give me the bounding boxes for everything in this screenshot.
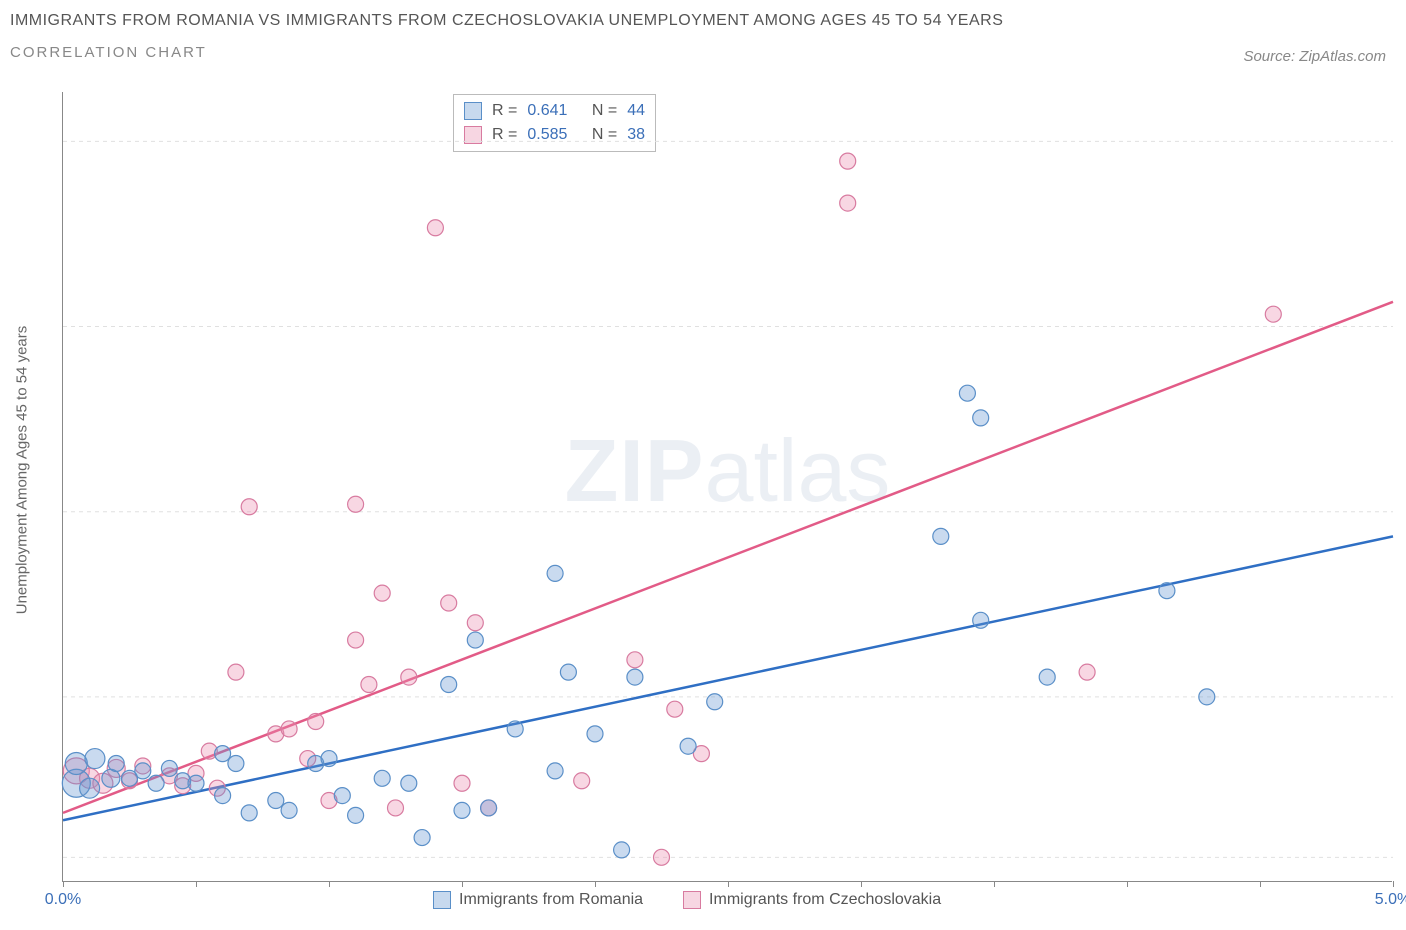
x-tick bbox=[1393, 881, 1394, 887]
legend-item-series1: Immigrants from Romania bbox=[433, 891, 643, 909]
x-tick bbox=[861, 881, 862, 887]
legend-label-series2: Immigrants from Czechoslovakia bbox=[709, 891, 941, 909]
x-tick-label: 5.0% bbox=[1375, 891, 1406, 909]
plot-area: ZIPatlas R = 0.641 N = 44 R = 0.585 N = … bbox=[62, 92, 1392, 882]
chart-title-line2: CORRELATION CHART bbox=[10, 44, 1396, 61]
x-tick bbox=[728, 881, 729, 887]
x-tick bbox=[1260, 881, 1261, 887]
chart-svg bbox=[63, 92, 1392, 881]
x-tick bbox=[595, 881, 596, 887]
y-axis-label: Unemployment Among Ages 45 to 54 years bbox=[14, 326, 31, 615]
x-tick bbox=[196, 881, 197, 887]
x-tick bbox=[1127, 881, 1128, 887]
swatch-icon bbox=[433, 891, 451, 909]
x-tick bbox=[994, 881, 995, 887]
x-tick bbox=[63, 881, 64, 887]
chart-header: IMMIGRANTS FROM ROMANIA VS IMMIGRANTS FR… bbox=[10, 12, 1396, 61]
x-tick-label: 0.0% bbox=[45, 891, 81, 909]
x-tick bbox=[329, 881, 330, 887]
swatch-icon bbox=[683, 891, 701, 909]
chart-title-line1: IMMIGRANTS FROM ROMANIA VS IMMIGRANTS FR… bbox=[10, 12, 1396, 30]
legend-item-series2: Immigrants from Czechoslovakia bbox=[683, 891, 941, 909]
legend-label-series1: Immigrants from Romania bbox=[459, 891, 643, 909]
bottom-legend: Immigrants from Romania Immigrants from … bbox=[433, 891, 941, 909]
x-tick bbox=[462, 881, 463, 887]
source-label: Source: ZipAtlas.com bbox=[1243, 48, 1386, 65]
